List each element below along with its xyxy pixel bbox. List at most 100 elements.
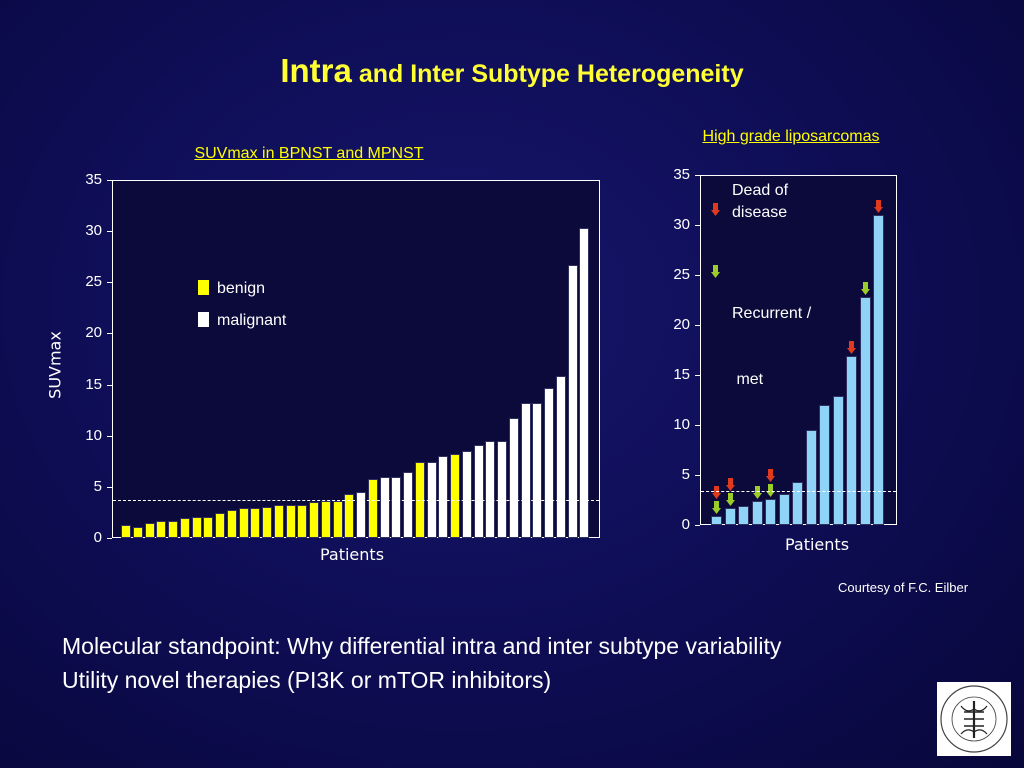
left-chart-ytick-label: 35 [85,171,102,188]
right-chart-ytick-mark [695,375,700,376]
footer-line-2: Utility novel therapies (PI3K or mTOR in… [62,667,552,693]
left-chart-ytick-mark [107,282,112,284]
right-chart-ytick-mark [695,275,700,276]
recurrent-met-arrow-icon [860,282,870,295]
right-chart-ytick-mark [695,525,700,526]
left-chart-bar [579,228,590,538]
legend-malignant-label: malignant [217,312,287,329]
left-chart-bar [238,508,249,538]
right-chart-ytick-label: 10 [673,416,690,433]
left-chart-bar [191,516,202,538]
left-chart-threshold-line [113,500,599,502]
right-chart-ytick-label: 30 [673,216,690,233]
legend-benign-label: benign [217,280,266,297]
left-chart-bar [273,505,284,538]
legend-dead-line1: Dead of [732,182,789,199]
left-chart-bar [168,520,178,538]
left-chart-ytick-mark [107,231,112,233]
left-chart-bar [473,444,484,538]
right-chart-bar [859,297,871,525]
left-chart-bar [320,501,331,538]
right-chart-bar [711,516,722,525]
legend-benign-swatch [198,280,209,295]
legend-recurrent-line2: met [732,371,764,388]
right-chart-ytick-label: 35 [673,166,690,183]
left-chart-bar [215,513,225,538]
right-chart-ytick-mark [695,225,700,226]
right-chart-ytick-label: 0 [681,516,690,533]
left-chart-bar [438,456,449,538]
left-chart-bar [544,387,554,538]
right-chart-bar [805,430,817,525]
legend-dead-line2: disease [732,204,788,221]
left-chart-ytick-mark [107,333,112,335]
left-chart-xlabel: Patients [319,545,385,564]
left-chart-bar [555,376,566,538]
left-chart-ytick-mark [107,384,112,386]
dead-of-disease-arrow-icon [766,469,775,482]
right-chart-xlabel: Patients [784,535,850,554]
left-chart-ytick-label: 15 [85,375,102,393]
left-chart-bar [450,454,460,538]
left-chart-ytick-mark [107,180,112,181]
right-chart-bar [751,501,763,525]
right-chart-bar [792,482,803,525]
right-chart-title: High grade liposarcomas [702,128,880,145]
left-chart-bar [203,516,214,538]
left-chart-bar [132,526,143,538]
mskcc-logo [937,682,1011,756]
recurrent-met-arrow-icon [766,484,775,497]
right-chart-bar [778,494,790,525]
right-chart-ytick-mark [695,325,700,326]
left-chart-ylabel: SUVmax [45,331,65,399]
left-chart-title: SUVmax in BPNST and MPNST [194,145,424,162]
legend-dead-arrow-icon [711,203,720,216]
left-chart-bar [285,505,296,538]
right-chart-ytick-mark [695,175,700,176]
right-chart-bar [765,499,776,525]
left-chart-ytick-mark [107,435,112,437]
left-chart-bar [403,471,413,538]
right-chart-threshold-line [701,491,896,492]
left-chart-ytick-label: 25 [85,273,102,291]
left-chart-bar [461,451,472,538]
left-chart-bar [379,476,390,538]
right-chart-ytick-label: 25 [673,266,690,283]
left-chart-bar [391,476,402,538]
left-chart-ytick-label: 5 [93,477,102,495]
left-chart-bar [250,508,261,538]
right-chart-bar [819,405,830,525]
left-chart-bar [332,501,343,538]
dead-of-disease-arrow-icon [725,478,735,491]
left-chart-ytick-label: 10 [85,426,102,444]
left-chart-ytick-mark [107,486,112,488]
left-chart-plot-area [112,180,600,538]
right-chart-ytick-mark [695,475,700,476]
left-chart-bar [121,524,131,538]
recurrent-met-arrow-icon [725,493,735,506]
mskcc-seal-icon [940,685,1008,753]
right-chart-bar [724,508,736,525]
left-chart-ytick-label: 30 [85,222,102,240]
slide-title: Intra and Inter Subtype Heterogeneity [0,52,1024,90]
left-chart-bar [532,402,543,538]
recurrent-met-arrow-icon [752,486,762,499]
left-chart-bar [309,502,319,538]
right-chart-plot-area [700,175,897,525]
left-chart-bar [179,517,190,538]
dead-of-disease-arrow-icon [712,486,721,499]
left-chart-bar [520,402,531,538]
left-chart-bar [567,264,578,538]
left-chart-bar [156,520,167,538]
credit-text: Courtesy of F.C. Eilber [838,580,969,595]
legend-recurrent-label: Recurrent / met [732,259,811,413]
dead-of-disease-arrow-icon [847,341,856,354]
right-chart-bar [832,396,844,525]
right-chart-ytick-mark [695,425,700,426]
left-chart-bar [144,522,155,538]
left-chart-bar [485,440,496,538]
footer-line-1: Molecular standpoint: Why differential i… [62,633,782,659]
right-chart-ytick-label: 20 [673,316,690,333]
legend-malignant-swatch [198,312,209,327]
left-chart-bar [226,510,237,538]
